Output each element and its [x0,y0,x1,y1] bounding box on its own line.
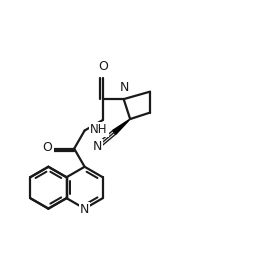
Text: N: N [80,203,89,216]
Polygon shape [112,119,130,134]
Text: NH: NH [90,123,108,136]
Text: O: O [43,141,52,154]
Text: N: N [93,140,102,153]
Text: N: N [119,81,129,94]
Text: O: O [98,60,108,72]
